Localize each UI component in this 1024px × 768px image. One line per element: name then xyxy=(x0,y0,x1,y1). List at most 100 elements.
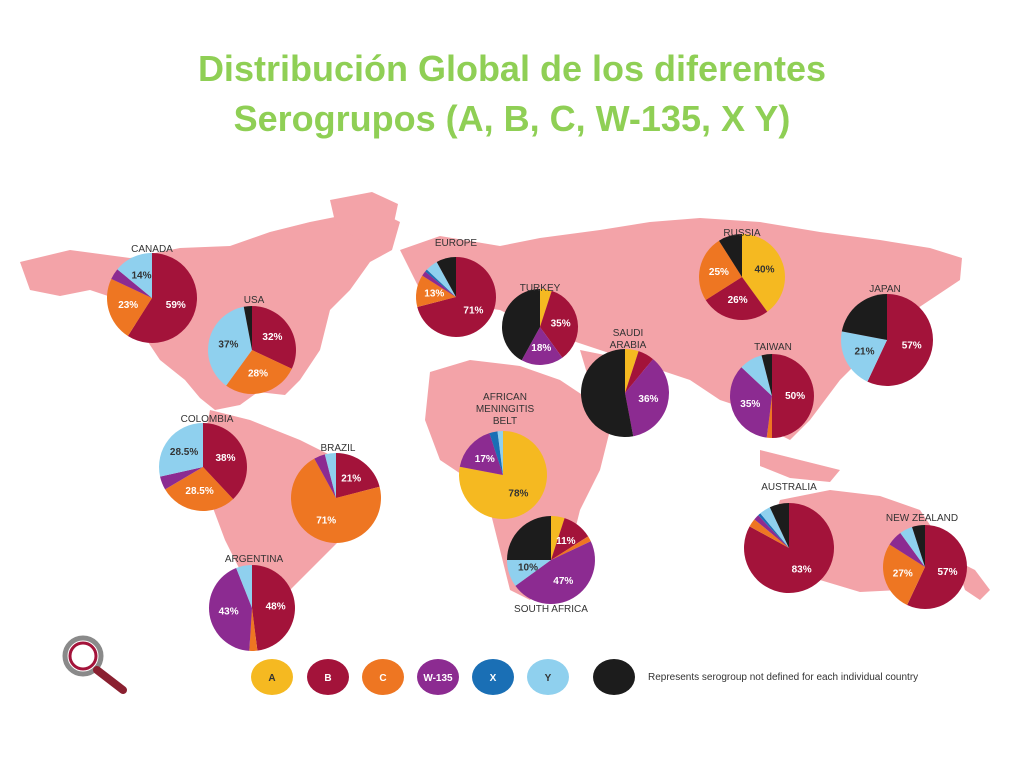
slice-label: 37% xyxy=(218,340,238,351)
slice-south-africa-y xyxy=(507,560,551,586)
slice-label: 21% xyxy=(854,347,874,358)
region-label-australia: AUSTRALIA xyxy=(761,482,817,493)
legend-label-w-135: W-135 xyxy=(423,673,453,684)
slice-african-meningitis-belt-w-135 xyxy=(459,433,503,475)
land-indonesia xyxy=(760,450,840,482)
land-greenland xyxy=(330,192,398,240)
legend-swatch-w-135 xyxy=(417,659,459,695)
slice-saudi-arabia-undefined xyxy=(580,349,634,438)
slice-label: 71% xyxy=(316,516,336,527)
slice-saudi-arabia-a xyxy=(625,349,639,393)
slice-label: 28.5% xyxy=(170,447,198,458)
slice-colombia-y xyxy=(158,423,203,477)
slice-south-africa-b xyxy=(551,518,589,560)
legend-swatch-c xyxy=(362,659,404,695)
slice-african-meningitis-belt-x xyxy=(489,431,503,475)
magnifier-icon[interactable] xyxy=(55,628,135,698)
slice-taiwan-y xyxy=(741,355,772,396)
slice-african-meningitis-belt-a xyxy=(459,431,548,520)
legend-swatch-b xyxy=(307,659,349,695)
legend-swatch-y xyxy=(527,659,569,695)
slice-colombia-c xyxy=(165,467,234,511)
slice-russia-c xyxy=(698,240,742,301)
slice-label: 35% xyxy=(740,399,760,410)
slice-argentina-y xyxy=(236,565,252,608)
slice-label: 26% xyxy=(728,295,748,306)
slice-label: 38% xyxy=(215,453,235,464)
pie-new-zealand: 57% 27% NEW ZEALAND xyxy=(883,513,968,609)
slice-australia-w-135 xyxy=(754,515,789,548)
slice-japan-b xyxy=(867,294,934,386)
slice-australia-x xyxy=(758,513,789,548)
slice-label: 59% xyxy=(166,300,186,311)
slice-turkey-a xyxy=(540,289,552,327)
slide-title: Distribución Global de los diferentes Se… xyxy=(0,44,1024,144)
slice-south-africa-undefined xyxy=(507,516,551,560)
pie-brazil: 21% 71% BRAZIL xyxy=(291,443,382,544)
pie-europe: 71% 13% EUROPE xyxy=(416,238,497,338)
pie-usa: 32% 28% 37% USA xyxy=(208,295,296,394)
slice-label: 13% xyxy=(424,289,444,300)
slice-australia-b xyxy=(744,503,835,593)
slice-europe-c xyxy=(416,275,456,307)
slice-europe-b xyxy=(417,257,497,338)
slice-new-zealand-undefined xyxy=(912,525,925,567)
slice-label: 18% xyxy=(531,343,551,354)
slice-argentina-c xyxy=(249,608,258,652)
legend-label-b: B xyxy=(324,673,331,684)
slice-label: 28.5% xyxy=(185,486,213,497)
title-line-2: Serogrupos (A, B, C, W-135, X Y) xyxy=(233,98,791,139)
slice-label: 57% xyxy=(902,341,922,352)
pie-colombia: 38% 28.5% 28.5% COLOMBIA xyxy=(158,414,247,511)
slice-argentina-w-135 xyxy=(208,568,252,651)
slice-new-zealand-c xyxy=(883,544,925,605)
slice-saudi-arabia-w-135 xyxy=(625,359,669,437)
region-label-turkey: TURKEY xyxy=(520,283,561,294)
slice-russia-a xyxy=(742,234,785,312)
slice-australia-undefined xyxy=(769,503,789,548)
slice-south-africa-a xyxy=(551,516,565,560)
region-label-new-zealand: NEW ZEALAND xyxy=(886,513,958,524)
slice-russia-undefined xyxy=(718,234,742,277)
slice-label: 57% xyxy=(937,567,957,578)
slice-japan-y xyxy=(840,331,887,382)
title-line-1: Distribución Global de los diferentes xyxy=(197,48,827,89)
slice-label: 35% xyxy=(551,319,571,330)
slice-europe-w-135 xyxy=(422,271,456,297)
slice-japan-undefined xyxy=(841,294,887,340)
slice-usa-undefined xyxy=(243,306,252,350)
slice-europe-undefined xyxy=(436,257,456,297)
legend-swatch-a xyxy=(251,659,293,695)
slice-label: 48% xyxy=(266,602,286,613)
slice-usa-y xyxy=(208,306,252,386)
legend-swatch-undefined xyxy=(593,659,635,695)
slice-colombia-w-135 xyxy=(160,467,203,490)
slice-label: 23% xyxy=(118,300,138,311)
region-label-brazil: BRAZIL xyxy=(320,443,355,454)
land-eurasia xyxy=(400,218,962,440)
slice-brazil-c xyxy=(291,458,382,544)
region-label-europe: EUROPE xyxy=(435,238,478,249)
legend-undefined-note: Represents serogroup not defined for eac… xyxy=(648,672,918,683)
slice-label: 43% xyxy=(219,607,239,618)
slice-label: 11% xyxy=(556,536,576,547)
pie-african-meningitis-belt: 78% 17% AFRICAN MENINGITIS BELT xyxy=(459,392,548,520)
pie-canada: 59% 23% 14% CANADA xyxy=(107,244,198,343)
slice-colombia-b xyxy=(203,423,247,500)
region-label-african-meningitis-belt: AFRICAN MENINGITIS BELT xyxy=(476,392,535,427)
pie-japan: 57% 21% JAPAN xyxy=(840,284,934,386)
slice-label: 71% xyxy=(463,306,483,317)
legend-label-a: A xyxy=(268,673,275,684)
pie-south-africa: 11% 47% 10% SOUTH AFRICA xyxy=(507,516,595,615)
slice-canada-c xyxy=(107,278,152,336)
slice-label: 28% xyxy=(248,368,268,379)
legend-label-x: X xyxy=(490,673,497,684)
slice-label: 78% xyxy=(508,489,528,500)
slice-label: 21% xyxy=(341,473,361,484)
region-label-russia: RUSSIA xyxy=(723,228,761,239)
slice-europe-y xyxy=(426,261,456,297)
slice-turkey-b xyxy=(540,290,578,358)
land-north-america xyxy=(20,212,400,410)
slice-brazil-w-135 xyxy=(314,454,336,498)
region-label-saudi-arabia: SAUDI ARABIA xyxy=(610,328,647,351)
